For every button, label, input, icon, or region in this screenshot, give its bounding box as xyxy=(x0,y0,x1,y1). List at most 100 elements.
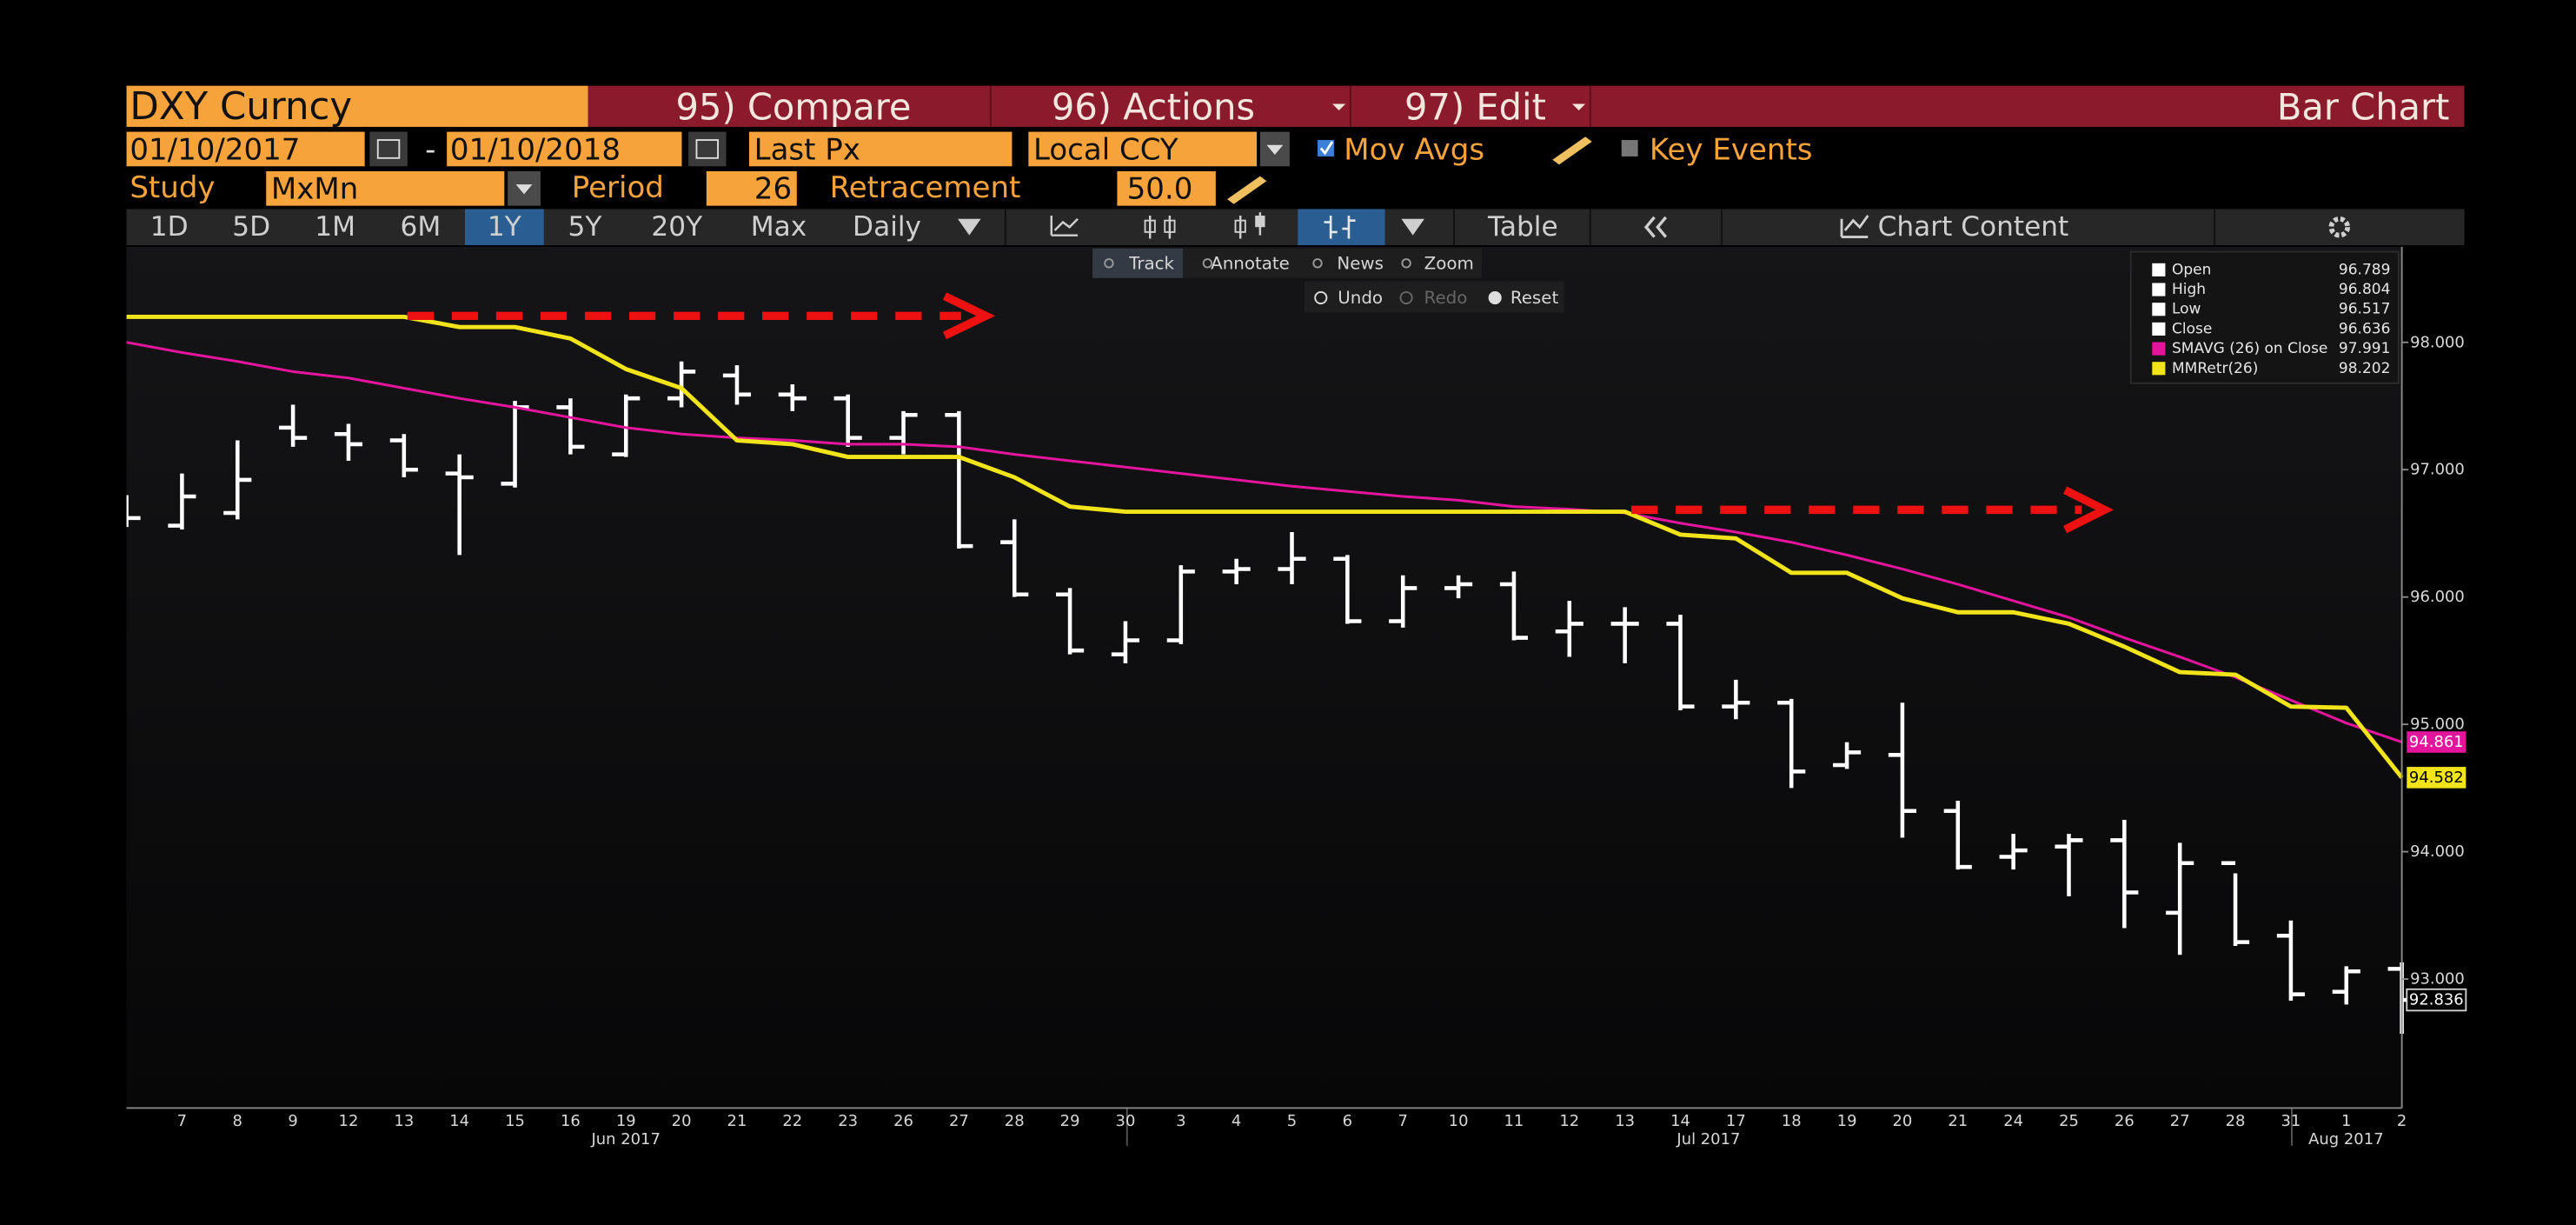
ticker: DXY Curncy xyxy=(129,85,352,129)
dropdown-arrow xyxy=(958,218,981,236)
legend-swatch xyxy=(2152,322,2166,336)
action-icon xyxy=(1399,290,1413,305)
x-tick-label: 29 xyxy=(1060,1112,1080,1130)
x-tick-label: 22 xyxy=(782,1112,802,1130)
calendar-icon xyxy=(695,139,720,159)
x-tick-label: 16 xyxy=(561,1112,581,1130)
period-button[interactable]: 5D xyxy=(232,211,270,243)
edit-button[interactable]: 97) Edit xyxy=(1404,86,1546,129)
study-field[interactable] xyxy=(266,170,505,206)
legend-label: High xyxy=(2172,281,2206,298)
action-button[interactable]: Redo xyxy=(1424,288,1468,308)
tool-button[interactable]: Track xyxy=(1128,253,1174,273)
x-tick-label: 20 xyxy=(672,1112,692,1130)
y-tick-label: 98.000 xyxy=(2410,333,2465,351)
menu-bar xyxy=(588,85,2465,127)
calendar-button[interactable] xyxy=(688,131,727,167)
active-tool xyxy=(1092,248,1184,278)
action-icon xyxy=(1314,290,1328,305)
x-tick-label: 15 xyxy=(505,1112,525,1130)
legend-label: MMRetr(26) xyxy=(2172,360,2258,377)
start-date-field[interactable] xyxy=(126,131,365,167)
value-flag-label: 94.582 xyxy=(2409,769,2464,787)
retracement: 50.0 xyxy=(1127,172,1193,207)
value-flag xyxy=(2406,988,2467,1012)
selected-chart-style[interactable] xyxy=(1298,209,1385,246)
dropdown-arrow[interactable] xyxy=(1401,218,1424,236)
key-events-label: Key Events xyxy=(1650,132,1813,167)
price-field[interactable] xyxy=(748,131,1012,167)
retracement-field[interactable] xyxy=(1117,170,1216,206)
action-button[interactable]: Reset xyxy=(1510,288,1559,308)
legend-value: 96.789 xyxy=(2339,261,2390,278)
x-tick-label: 13 xyxy=(1615,1112,1635,1130)
x-tick-label: 28 xyxy=(2226,1112,2246,1130)
x-tick-label: 19 xyxy=(1837,1112,1857,1130)
x-tick-label: 6 xyxy=(1343,1112,1352,1130)
period-button[interactable]: 5Y xyxy=(568,211,602,243)
mov-avgs-label: Mov Avgs xyxy=(1344,132,1484,167)
actions-button[interactable]: 96) Actions xyxy=(1052,86,1255,129)
x-tick-label: 27 xyxy=(949,1112,969,1130)
bar-icon xyxy=(1324,215,1356,239)
end-date-field[interactable] xyxy=(447,131,682,167)
period-field[interactable] xyxy=(706,170,797,206)
price-type: Last Px xyxy=(754,132,860,167)
series-line xyxy=(126,341,2403,743)
x-tick-label: 21 xyxy=(727,1112,747,1130)
legend-value: 96.517 xyxy=(2339,301,2390,318)
y-tick-label: 94.000 xyxy=(2410,842,2465,861)
legend-label: SMAVG (26) on Close xyxy=(2172,340,2327,357)
x-tick-label: 10 xyxy=(1449,1112,1469,1130)
x-tick-label: 13 xyxy=(394,1112,414,1130)
period-button[interactable]: 1Y xyxy=(488,211,522,243)
month-label: Jun 2017 xyxy=(591,1130,661,1148)
frequency[interactable]: Daily xyxy=(853,211,921,243)
x-tick-label: 14 xyxy=(449,1112,469,1130)
date-separator: - xyxy=(425,132,435,167)
y-tick-label: 93.000 xyxy=(2410,970,2465,989)
end-date: 01/10/2018 xyxy=(450,132,621,167)
checkbox[interactable] xyxy=(1621,140,1638,156)
period-button[interactable]: 1D xyxy=(150,211,189,243)
compare-button[interactable]: 95) Compare xyxy=(676,86,912,129)
period-button[interactable]: Max xyxy=(751,211,807,243)
legend-value: 96.804 xyxy=(2339,281,2390,298)
tool-button[interactable]: News xyxy=(1337,253,1384,273)
chart-content-button[interactable]: Chart Content xyxy=(1878,211,2069,243)
period-button[interactable]: 1M xyxy=(315,211,355,243)
tool-button[interactable]: Zoom xyxy=(1424,253,1474,273)
calendar-button[interactable] xyxy=(369,131,408,167)
x-tick-label: 1 xyxy=(2341,1112,2351,1130)
x-tick-label: 26 xyxy=(2115,1112,2134,1130)
calendar-icon xyxy=(376,139,401,159)
period-button[interactable]: 20Y xyxy=(651,211,703,243)
table-button[interactable]: Table xyxy=(1487,211,1558,243)
tool-button[interactable]: Annotate xyxy=(1211,253,1290,273)
candle-icon[interactable] xyxy=(1148,215,1172,239)
legend-label: Low xyxy=(2172,301,2201,318)
pencil-icon[interactable] xyxy=(1227,176,1267,204)
candle-icon-body xyxy=(1144,219,1156,233)
period-button[interactable]: 6M xyxy=(401,211,442,243)
legend-swatch xyxy=(2152,283,2166,296)
y-tick-label: 97.000 xyxy=(2410,461,2465,479)
x-tick-label: 28 xyxy=(1005,1112,1025,1130)
ticker-field[interactable] xyxy=(126,85,588,127)
pencil-icon[interactable] xyxy=(1552,136,1592,165)
settings-gear[interactable] xyxy=(2328,216,2351,238)
legend-value: 96.636 xyxy=(2339,320,2390,337)
collapse-icon[interactable] xyxy=(1643,216,1668,238)
x-tick-label: 23 xyxy=(838,1112,858,1130)
legend-label: Close xyxy=(2172,320,2212,337)
value-flag xyxy=(2407,731,2466,753)
currency-field[interactable] xyxy=(1028,131,1258,167)
x-tick-label: 2 xyxy=(2397,1112,2407,1130)
tool-icon xyxy=(1312,258,1323,269)
dropdown-arrow xyxy=(1572,103,1586,111)
period-label: Period xyxy=(572,170,664,205)
line-chart-icon[interactable] xyxy=(1050,215,1079,236)
action-button[interactable]: Undo xyxy=(1338,288,1383,308)
x-tick-label: 31 xyxy=(2281,1112,2301,1130)
